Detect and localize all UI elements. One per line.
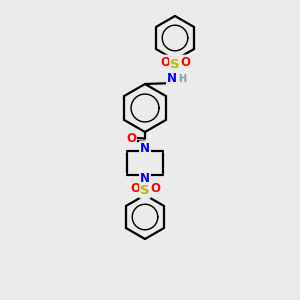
- Text: S: S: [170, 58, 180, 70]
- Text: H: H: [178, 74, 186, 84]
- Text: N: N: [140, 142, 150, 154]
- Text: S: S: [140, 184, 150, 197]
- Text: O: O: [126, 133, 136, 146]
- Text: N: N: [140, 172, 150, 184]
- Text: O: O: [180, 56, 190, 68]
- Text: O: O: [150, 182, 160, 196]
- Text: N: N: [167, 71, 177, 85]
- Text: O: O: [130, 182, 140, 196]
- Text: O: O: [160, 56, 170, 68]
